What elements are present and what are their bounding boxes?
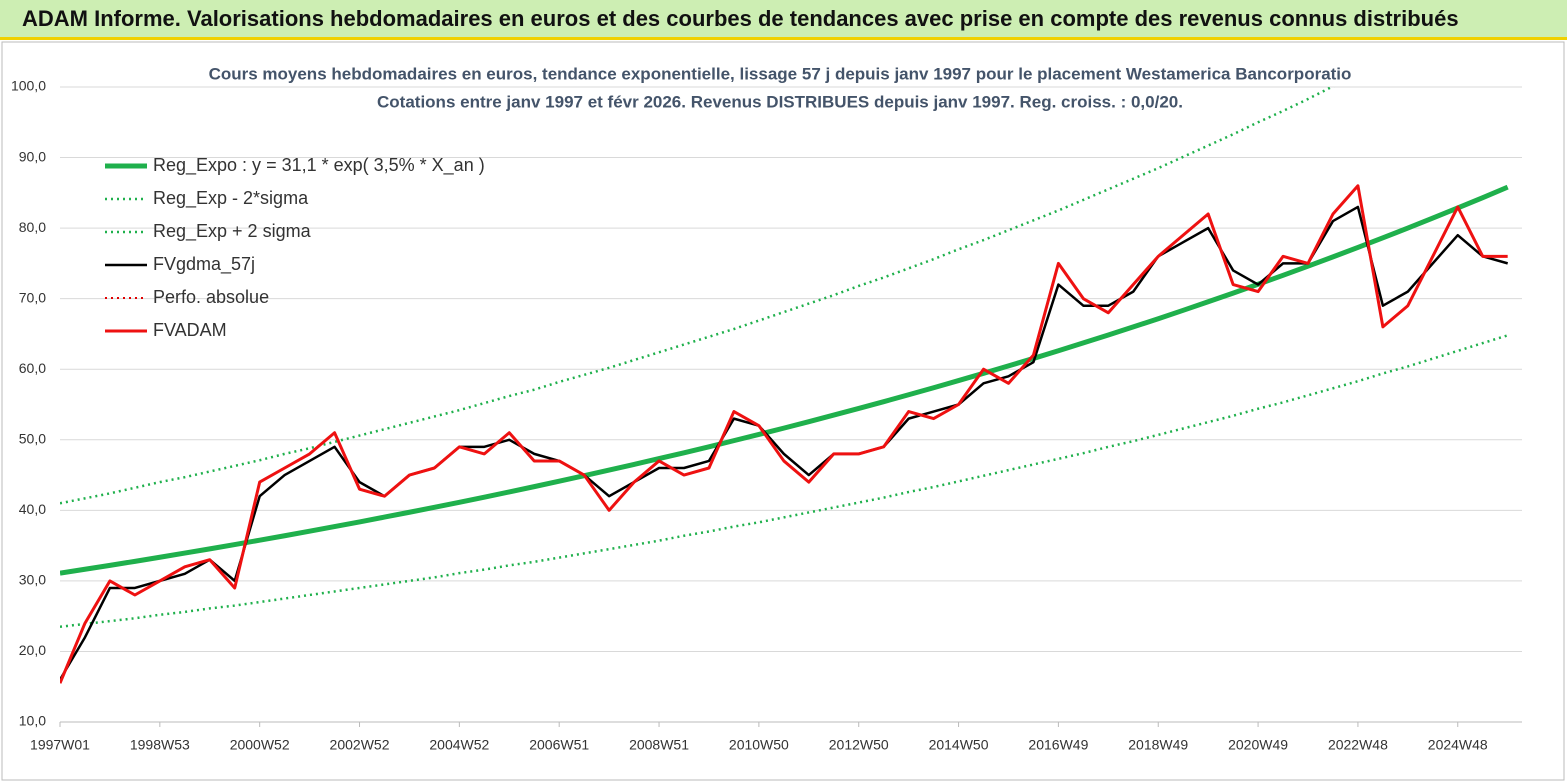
x-tick-label: 2012W50 (829, 737, 889, 753)
page-title: ADAM Informe. Valorisations hebdomadaire… (22, 6, 1459, 31)
legend-label: Reg_Exp - 2*sigma (153, 188, 309, 209)
series-line (60, 334, 1509, 628)
x-tick-label: 2000W52 (230, 737, 290, 753)
legend-label: FVgdma_57j (153, 254, 255, 275)
x-tick-label: 2022W48 (1328, 737, 1388, 753)
legend-label: Reg_Exp + 2 sigma (153, 221, 312, 242)
legend-label: Perfo. absolue (153, 287, 269, 307)
x-tick-label: 2016W49 (1028, 737, 1088, 753)
plot-area (60, 87, 1509, 684)
y-tick-label: 90,0 (19, 148, 46, 164)
y-tick-label: 10,0 (19, 713, 46, 729)
x-tick-label: 2018W49 (1128, 737, 1188, 753)
y-tick-label: 70,0 (19, 289, 46, 305)
x-tick-label: 1998W53 (130, 737, 190, 753)
y-tick-label: 40,0 (19, 501, 46, 517)
y-tick-label: 50,0 (19, 430, 46, 446)
series-line (60, 87, 1335, 505)
chart-frame (1, 41, 1565, 781)
x-tick-label: 2006W51 (529, 737, 589, 753)
title-bar: ADAM Informe. Valorisations hebdomadaire… (0, 0, 1567, 40)
x-tick-label: 2020W49 (1228, 737, 1288, 753)
x-tick-label: 2008W51 (629, 737, 689, 753)
series-line (60, 184, 1508, 684)
chart-subtitle: Cotations entre janv 1997 et févr 2026. … (377, 92, 1183, 111)
x-tick-label: 2004W52 (429, 737, 489, 753)
chart: Cours moyens hebdomadaires en euros, ten… (1, 41, 1565, 781)
x-tick-label: 2014W50 (929, 737, 989, 753)
y-tick-label: 20,0 (19, 642, 46, 658)
y-tick-label: 60,0 (19, 360, 46, 376)
x-tick-label: 2024W48 (1428, 737, 1488, 753)
chart-title: Cours moyens hebdomadaires en euros, ten… (209, 64, 1352, 83)
x-tick-label: 2002W52 (330, 737, 390, 753)
x-tick-label: 1997W01 (30, 737, 90, 753)
y-tick-label: 80,0 (19, 219, 46, 235)
x-tick-label: 2010W50 (729, 737, 789, 753)
legend-label: FVADAM (153, 320, 227, 340)
y-tick-label: 100,0 (11, 78, 46, 94)
legend-label: Reg_Expo : y = 31,1 * exp( 3,5% * X_an ) (153, 155, 485, 176)
y-tick-label: 30,0 (19, 572, 46, 588)
